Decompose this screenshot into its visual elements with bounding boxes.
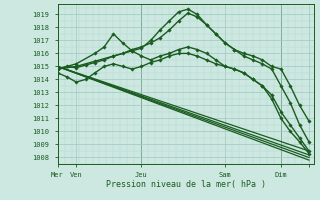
X-axis label: Pression niveau de la mer( hPa ): Pression niveau de la mer( hPa ) <box>106 180 266 189</box>
